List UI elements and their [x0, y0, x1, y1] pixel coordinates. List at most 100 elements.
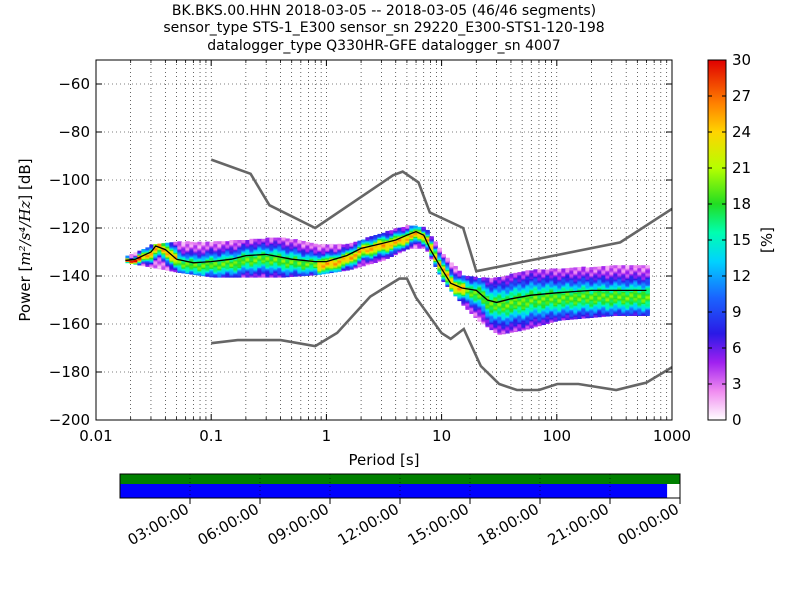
- heatmap-cell: [189, 241, 194, 245]
- heatmap-cell: [585, 267, 590, 271]
- heatmap-cell: [381, 232, 386, 236]
- heatmap-cell: [465, 275, 470, 279]
- heatmap-cell: [201, 242, 206, 246]
- density-heatmap: [125, 225, 650, 336]
- heatmap-cell: [277, 237, 282, 241]
- colorbar-tick-label: 21: [732, 159, 751, 177]
- heatmap-cell: [637, 265, 642, 268]
- colorbar-axis: 0 3 6 9 12 15 18 21 24 27 30: [708, 51, 751, 429]
- x-tick-label: 100: [542, 427, 571, 445]
- heatmap-cell: [293, 239, 298, 242]
- x-tick-label: 1000: [653, 427, 691, 445]
- heatmap-cell: [373, 235, 378, 238]
- heatmap-cell: [413, 225, 418, 229]
- heatmap-cell: [301, 240, 306, 244]
- y-axis: −60 −80 −100 −120 −140 −160 −180 −200: [49, 75, 672, 429]
- heatmap-cell: [269, 237, 274, 241]
- heatmap-cell: [185, 241, 190, 245]
- heatmap-cell: [369, 236, 374, 239]
- heatmap-cell: [621, 265, 626, 268]
- heatmap-cell: [361, 239, 366, 243]
- heatmap-cell: [141, 249, 146, 252]
- heatmap-cell: [517, 272, 522, 275]
- heatmap-cell: [553, 268, 558, 272]
- heatmap-cell: [349, 242, 354, 246]
- heatmap-cell: [225, 241, 230, 244]
- heatmap-cell: [193, 242, 198, 246]
- heatmap-cell: [261, 238, 266, 242]
- y-axis-label: Power [m²/s⁴/Hz] [dB]: [16, 158, 34, 321]
- heatmap-cell: [525, 270, 530, 274]
- heatmap-cell: [605, 265, 610, 269]
- heatmap-cell: [449, 262, 454, 266]
- colorbar-label: [%]: [758, 227, 776, 253]
- heatmap-cell: [389, 230, 394, 234]
- heatmap-cell: [537, 269, 542, 273]
- heatmap-cell: [181, 241, 186, 245]
- timeline-tick-label: 12:00:00: [335, 500, 402, 549]
- timeline-tick-label: 15:00:00: [405, 500, 472, 549]
- heatmap-cell: [433, 241, 438, 245]
- heatmap-cell: [165, 242, 170, 246]
- heatmap-cell: [417, 226, 422, 230]
- heatmap-cell: [365, 237, 370, 241]
- x-tick-label: 1: [322, 427, 332, 445]
- heatmap-cell: [209, 242, 214, 245]
- timeline-tick-label: 03:00:00: [125, 500, 192, 549]
- heatmap-cell: [285, 238, 290, 242]
- heatmap-cell: [441, 254, 446, 257]
- heatmap-cell: [205, 241, 210, 245]
- heatmap-cell: [513, 272, 518, 276]
- heatmap-cell: [409, 225, 414, 229]
- chart-title-line-2: sensor_type STS-1_E300 sensor_sn 29220_E…: [163, 20, 604, 36]
- y-tick-label: −80: [58, 123, 90, 141]
- timeline-tick-label: 00:00:00: [615, 500, 682, 549]
- y-axis-label-math: m²/s⁴/Hz: [16, 200, 34, 265]
- heatmap-cell: [385, 230, 390, 234]
- y-tick-label: −120: [49, 219, 90, 237]
- heatmap-cell: [437, 247, 442, 251]
- heatmap-cell: [401, 226, 406, 230]
- heatmap-cell: [497, 277, 502, 280]
- heatmap-cell: [557, 268, 562, 272]
- heatmap-cell: [617, 265, 622, 268]
- heatmap-cell: [161, 243, 166, 246]
- heatmap-cell: [545, 269, 550, 273]
- heatmap-cell: [477, 278, 482, 281]
- heatmap-cell: [577, 267, 582, 270]
- heatmap-cell: [333, 244, 338, 248]
- heatmap-cell: [633, 265, 638, 268]
- colorbar-tick-label: 3: [732, 375, 742, 393]
- high-noise-model-line: [210, 158, 672, 273]
- heatmap-cell: [265, 237, 270, 241]
- heatmap-cell: [305, 241, 310, 245]
- heatmap-cell: [533, 269, 538, 273]
- chart-title-line-1: BK.BKS.00.HHN 2018-03-05 -- 2018-03-05 (…: [172, 3, 596, 19]
- heatmap-cell: [541, 269, 546, 273]
- x-tick-label: 10: [432, 427, 451, 445]
- heatmap-cell: [229, 240, 234, 243]
- colorbar-tick-label: 9: [732, 303, 742, 321]
- heatmap-cell: [329, 243, 334, 247]
- y-tick-label: −200: [49, 411, 90, 429]
- heatmap-cell: [217, 241, 222, 244]
- heatmap-cell: [457, 270, 462, 274]
- colorbar-tick-label: 6: [732, 339, 742, 357]
- heatmap-cell: [241, 240, 246, 243]
- y-tick-label: −160: [49, 315, 90, 333]
- heatmap-cell: [197, 241, 202, 245]
- curves: [125, 158, 672, 392]
- heatmap-cell: [521, 271, 526, 275]
- heatmap-cell: [425, 229, 430, 233]
- heatmap-cell: [397, 227, 402, 231]
- heatmap-cell: [593, 266, 598, 270]
- colorbar-tick-label: 18: [732, 195, 751, 213]
- heatmap-cell: [597, 266, 602, 270]
- y-tick-label: −140: [49, 267, 90, 285]
- heatmap-cell: [485, 277, 490, 281]
- heatmap-cell: [273, 237, 278, 241]
- heatmap-cell: [317, 244, 322, 248]
- colorbar-tick-label: 12: [732, 267, 751, 285]
- x-axis-label: Period [s]: [348, 451, 419, 469]
